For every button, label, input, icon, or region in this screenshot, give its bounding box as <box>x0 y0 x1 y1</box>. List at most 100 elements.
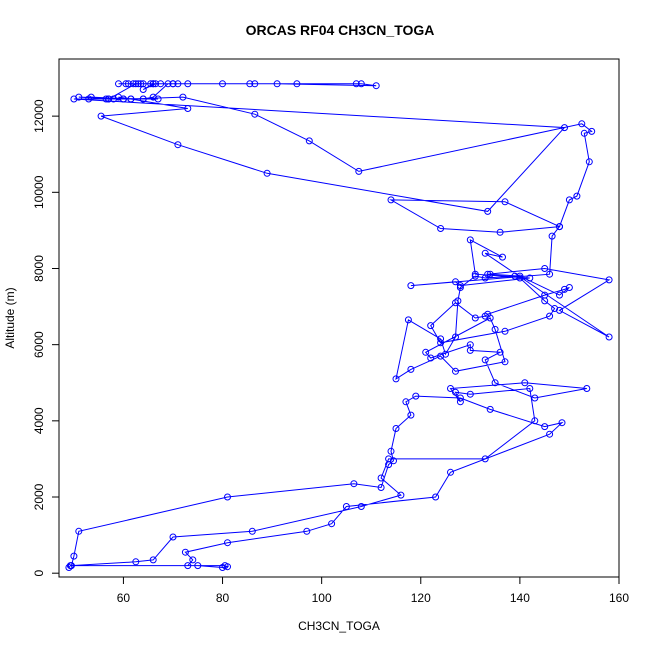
data-point-53 <box>496 348 504 356</box>
data-point-146 <box>129 80 137 88</box>
data-point-100 <box>526 274 534 282</box>
data-point-171 <box>154 95 162 103</box>
x-tick-label-3: 120 <box>411 591 431 605</box>
data-point-66 <box>437 335 445 343</box>
data-point-166 <box>124 80 132 88</box>
data-point-124 <box>97 112 105 120</box>
data-point-105 <box>548 232 556 240</box>
data-point-14 <box>447 468 454 476</box>
data-point-143 <box>147 80 155 88</box>
data-point-160 <box>169 80 177 88</box>
data-point-22 <box>407 411 415 419</box>
data-point-158 <box>219 80 226 88</box>
data-point-135 <box>87 93 95 101</box>
data-point-165 <box>115 80 122 88</box>
data-point-61 <box>452 367 459 375</box>
data-point-101 <box>456 282 464 290</box>
data-point-125 <box>174 141 182 149</box>
data-point-17 <box>541 423 549 431</box>
data-point-56 <box>427 354 435 362</box>
data-point-33 <box>132 558 140 566</box>
data-point-109 <box>387 196 395 204</box>
data-point-19 <box>456 394 464 402</box>
data-point-48 <box>521 379 529 387</box>
data-point-50 <box>531 394 539 402</box>
data-point-16 <box>558 419 566 427</box>
data-point-87 <box>565 284 573 291</box>
y-tick-label-0: 0 <box>32 570 46 577</box>
data-point-15 <box>546 430 554 438</box>
data-point-82 <box>471 314 479 322</box>
data-point-40 <box>385 455 393 463</box>
data-point-93 <box>605 276 613 284</box>
data-point-147 <box>137 80 145 88</box>
data-point-80 <box>427 322 435 330</box>
data-point-52 <box>481 356 489 364</box>
data-point-6 <box>184 562 192 570</box>
data-point-59 <box>491 325 499 333</box>
data-point-32 <box>67 562 75 570</box>
data-point-110 <box>501 198 509 206</box>
data-point-2 <box>194 562 202 570</box>
data-point-29 <box>224 493 231 501</box>
data-point-128 <box>561 124 568 132</box>
data-point-9 <box>224 539 231 547</box>
data-point-12 <box>342 503 350 510</box>
data-point-43 <box>526 385 534 392</box>
data-point-112 <box>565 196 573 204</box>
data-point-94 <box>556 306 563 314</box>
data-point-111 <box>556 223 563 231</box>
data-point-28 <box>350 480 358 488</box>
data-point-13 <box>432 493 440 501</box>
data-point-170 <box>102 95 110 103</box>
data-point-107 <box>496 228 504 236</box>
data-point-119 <box>305 137 313 145</box>
data-point-155 <box>357 80 365 88</box>
data-point-115 <box>580 129 588 137</box>
data-point-51 <box>491 379 499 387</box>
data-point-23 <box>392 425 400 432</box>
data-point-126 <box>263 169 271 177</box>
data-point-79 <box>437 339 445 347</box>
data-point-37 <box>357 503 365 510</box>
data-point-127 <box>484 207 492 215</box>
data-point-121 <box>179 93 187 101</box>
chart-title: ORCAS RF04 CH3CN_TOGA <box>246 22 435 38</box>
data-point-169 <box>105 95 113 103</box>
data-point-57 <box>422 348 430 356</box>
data-point-151 <box>246 80 254 88</box>
y-axis-label: Altitude (m) <box>3 287 17 348</box>
x-axis-label: CH3CN_TOGA <box>298 619 380 633</box>
data-point-98 <box>466 236 474 244</box>
y-tick-label-2: 4000 <box>32 407 46 434</box>
data-point-89 <box>516 272 524 280</box>
data-point-163 <box>149 80 157 88</box>
x-tick-label-1: 80 <box>216 591 230 605</box>
data-point-152 <box>251 80 259 88</box>
y-axis: 0 2000 4000 6000 8000 10000 12000 <box>32 99 59 577</box>
data-point-157 <box>273 80 281 88</box>
data-point-140 <box>139 95 147 103</box>
data-point-161 <box>152 80 160 88</box>
data-point-36 <box>248 527 256 535</box>
data-point-44 <box>466 390 474 398</box>
data-point-164 <box>134 80 142 88</box>
data-point-90 <box>486 270 494 278</box>
data-point-117 <box>578 120 586 128</box>
data-point-168 <box>132 80 140 88</box>
x-tick-label-2: 100 <box>312 591 332 605</box>
data-point-10 <box>303 527 311 535</box>
data-point-108 <box>437 225 445 232</box>
data-point-77 <box>546 312 554 320</box>
data-point-91 <box>484 270 492 278</box>
data-point-123 <box>184 105 192 112</box>
data-point-153 <box>293 80 301 88</box>
data-point-5 <box>221 562 229 570</box>
data-point-156 <box>372 82 380 90</box>
data-point-139 <box>75 93 83 101</box>
data-point-24 <box>387 447 395 455</box>
data-point-71 <box>471 272 479 280</box>
data-point-11 <box>328 520 336 528</box>
data-point-42 <box>531 417 539 425</box>
data-point-81 <box>452 299 459 307</box>
